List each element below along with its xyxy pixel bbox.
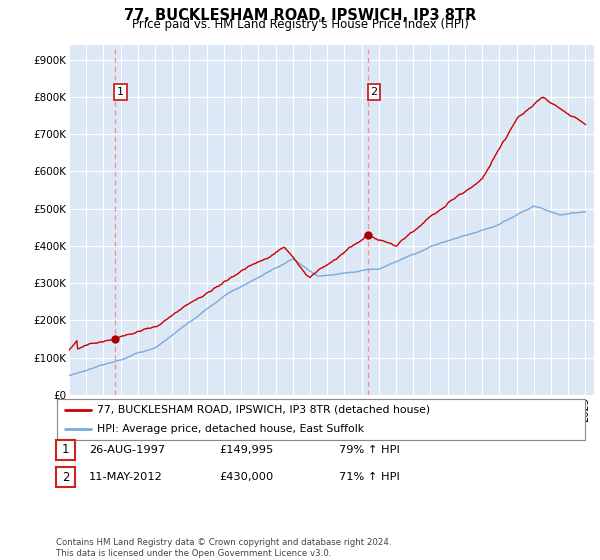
Text: 11-MAY-2012: 11-MAY-2012 [89,472,163,482]
Text: 2: 2 [370,87,377,97]
Text: 77, BUCKLESHAM ROAD, IPSWICH, IP3 8TR (detached house): 77, BUCKLESHAM ROAD, IPSWICH, IP3 8TR (d… [97,405,430,415]
Text: HPI: Average price, detached house, East Suffolk: HPI: Average price, detached house, East… [97,424,364,435]
Text: 71% ↑ HPI: 71% ↑ HPI [339,472,400,482]
Text: 26-AUG-1997: 26-AUG-1997 [89,445,165,455]
Text: 79% ↑ HPI: 79% ↑ HPI [339,445,400,455]
Text: 1: 1 [62,443,69,456]
Text: 77, BUCKLESHAM ROAD, IPSWICH, IP3 8TR: 77, BUCKLESHAM ROAD, IPSWICH, IP3 8TR [124,8,476,24]
Text: 2: 2 [62,470,69,484]
Text: £149,995: £149,995 [219,445,273,455]
Text: £430,000: £430,000 [219,472,273,482]
Text: Contains HM Land Registry data © Crown copyright and database right 2024.
This d: Contains HM Land Registry data © Crown c… [56,538,391,558]
Text: 1: 1 [117,87,124,97]
Text: Price paid vs. HM Land Registry's House Price Index (HPI): Price paid vs. HM Land Registry's House … [131,18,469,31]
